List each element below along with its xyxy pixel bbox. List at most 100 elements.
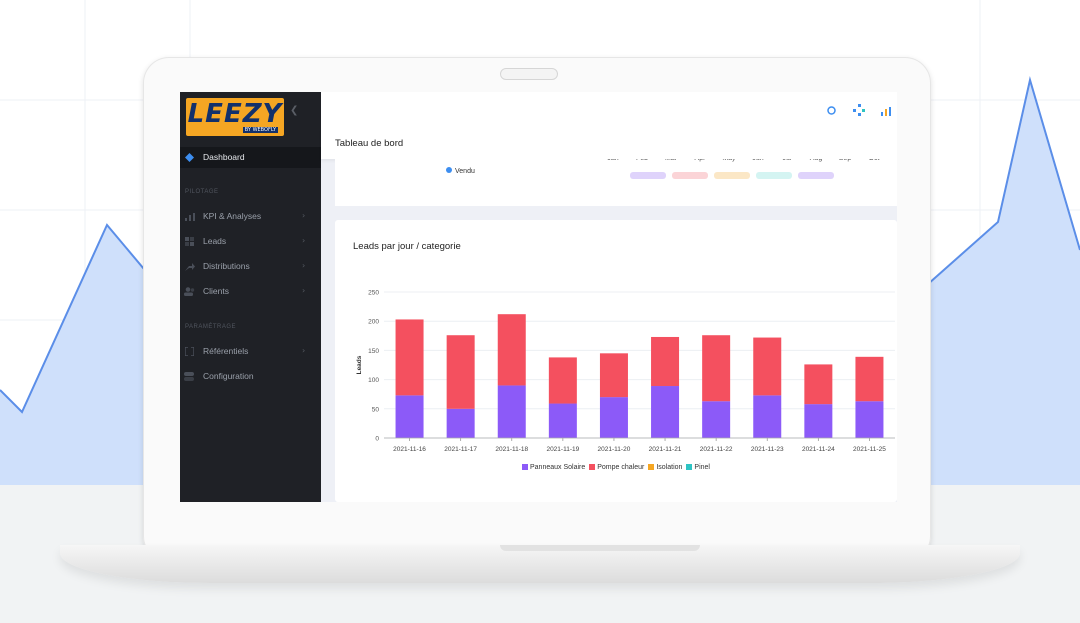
bar-pompe-chaleur[interactable] <box>395 319 424 396</box>
sidebar-item-distributions[interactable]: Distributions › <box>180 257 321 277</box>
x-tick-label: 2021-11-21 <box>649 446 682 453</box>
legend-label: Panneaux Solaire <box>529 464 586 471</box>
logo-text: LEEZY <box>187 99 283 129</box>
y-axis-label: Leads <box>356 355 363 374</box>
month-tick-label: Feb <box>636 159 648 162</box>
sidebar-item-dashboard[interactable]: Dashboard <box>180 147 321 168</box>
sidebar-item-referentiels[interactable]: Référentiels › <box>180 342 321 362</box>
vendu-legend-label: Vendu <box>455 168 475 175</box>
y-tick-label: 150 <box>368 348 379 355</box>
x-tick-label: 2021-11-16 <box>393 446 426 453</box>
diamond-icon[interactable] <box>853 104 865 116</box>
legend-label: Isolation <box>656 464 683 471</box>
logo-subtitle: BY WEBOFLY <box>242 127 278 133</box>
sidebar-item-label: KPI & Analyses <box>203 211 262 221</box>
month-tick-label: Jun <box>752 159 763 162</box>
bar-chart-icon <box>185 213 195 221</box>
bar-pompe-chaleur[interactable] <box>497 314 526 386</box>
bar-panneaux-solaire[interactable] <box>548 403 577 438</box>
bar-pompe-chaleur[interactable] <box>548 357 577 404</box>
sidebar-item-kpi[interactable]: KPI & Analyses › <box>180 207 321 227</box>
legend-item[interactable]: Isolation <box>648 464 682 471</box>
logo: LEEZY BY WEBOFLY <box>186 98 284 136</box>
sidebar-item-leads[interactable]: Leads › <box>180 232 321 252</box>
bar-panneaux-solaire[interactable] <box>702 401 731 438</box>
sidebar-item-label: Dashboard <box>203 152 245 162</box>
bar-pompe-chaleur[interactable] <box>804 364 833 405</box>
page-header: Tableau de bord <box>321 129 897 159</box>
chart-title: Leads par jour / categorie <box>353 241 461 252</box>
bar-panneaux-solaire[interactable] <box>395 395 424 438</box>
bar-pompe-chaleur[interactable] <box>599 353 628 398</box>
month-tick-label: May <box>722 159 736 162</box>
legend-swatch <box>589 464 596 470</box>
legend-item[interactable]: Panneaux Solaire <box>521 464 586 471</box>
section-pilotage: PILOTAGE <box>185 189 219 195</box>
dashboard-icon <box>185 153 194 162</box>
month-tick-label: Mar <box>665 159 678 162</box>
topbar <box>321 92 897 129</box>
circle-icon[interactable] <box>827 106 836 115</box>
laptop-base <box>60 545 1020 583</box>
bar-panneaux-solaire[interactable] <box>804 404 833 438</box>
leads-bar-chart: 0 50 100 150 200 250 Leads 2021-11-16 2021-11-17… <box>356 290 895 453</box>
bar-pompe-chaleur[interactable] <box>651 336 680 387</box>
blurred-legend-item <box>630 172 666 179</box>
y-tick-label: 0 <box>375 436 379 443</box>
blurred-legend-item <box>672 172 708 179</box>
section-parametrage: PARAMÉTRAGE <box>185 324 237 330</box>
legend-label: Pinel <box>694 464 710 471</box>
webcam <box>500 68 558 80</box>
y-tick-label: 50 <box>372 406 380 413</box>
bar-panneaux-solaire[interactable] <box>651 386 680 438</box>
bar-panneaux-solaire[interactable] <box>599 397 628 438</box>
legend-swatch <box>521 464 528 470</box>
sales-card: Jan Feb Mar Apr May Jun Jul Aug Sep Oct Vendu <box>335 155 897 206</box>
sidebar-item-configuration[interactable]: Configuration <box>180 367 321 387</box>
month-tick-label: Apr <box>695 159 707 162</box>
sales-chart-fragment: Jan Feb Mar Apr May Jun Jul Aug Sep Oct Vendu <box>446 155 879 179</box>
legend-item[interactable]: Pinel <box>686 464 710 471</box>
chevron-right-icon: › <box>302 286 306 295</box>
users-icon <box>184 287 195 296</box>
bars-icon[interactable] <box>881 107 892 116</box>
legend-item[interactable]: Pompe chaleur <box>589 464 644 471</box>
chart-legend: Panneaux Solaire Pompe chaleur Isolation Pi… <box>335 464 897 471</box>
vendu-legend-marker <box>446 167 452 173</box>
chevron-right-icon: › <box>302 261 306 270</box>
x-tick-label: 2021-11-18 <box>495 446 528 453</box>
x-tick-label: 2021-11-24 <box>802 446 835 453</box>
x-tick-label: 2021-11-17 <box>444 446 477 453</box>
bar-panneaux-solaire[interactable] <box>855 401 884 438</box>
page-title: Tableau de bord <box>335 138 404 149</box>
bracket-icon <box>185 347 194 356</box>
sidebar-item-label: Référentiels <box>203 346 249 356</box>
sidebar-item-label: Leads <box>203 236 227 246</box>
chevron-right-icon: › <box>302 346 306 355</box>
toggle-icon <box>184 372 194 381</box>
base-notch <box>500 545 700 551</box>
sidebar-item-label: Distributions <box>203 261 250 271</box>
bar-panneaux-solaire[interactable] <box>446 408 475 438</box>
bar-pompe-chaleur[interactable] <box>855 356 884 402</box>
blurred-legend-item <box>714 172 750 179</box>
sidebar-item-clients[interactable]: Clients › <box>180 282 321 302</box>
legend-label: Pompe chaleur <box>597 464 645 471</box>
grid-icon <box>185 237 194 246</box>
month-tick-label: Jul <box>783 159 792 162</box>
bar-panneaux-solaire[interactable] <box>497 385 526 438</box>
bar-pompe-chaleur[interactable] <box>446 335 475 409</box>
x-tick-label: 2021-11-19 <box>546 446 579 453</box>
sidebar-item-label: Clients <box>203 286 229 296</box>
x-tick-label: 2021-11-25 <box>853 446 886 453</box>
bar-pompe-chaleur[interactable] <box>753 337 782 396</box>
bar-panneaux-solaire[interactable] <box>753 395 782 438</box>
chevron-right-icon: › <box>302 211 306 220</box>
bar-pompe-chaleur[interactable] <box>702 335 731 402</box>
blurred-legend-item <box>798 172 834 179</box>
legend-swatch <box>686 464 693 470</box>
x-tick-label: 2021-11-22 <box>700 446 733 453</box>
collapse-sidebar-icon[interactable]: ❮ <box>290 105 299 116</box>
sidebar-item-label: Configuration <box>203 371 254 381</box>
sidebar: LEEZY BY WEBOFLY ❮ Dashboard PILOTAGE KP… <box>180 92 321 502</box>
